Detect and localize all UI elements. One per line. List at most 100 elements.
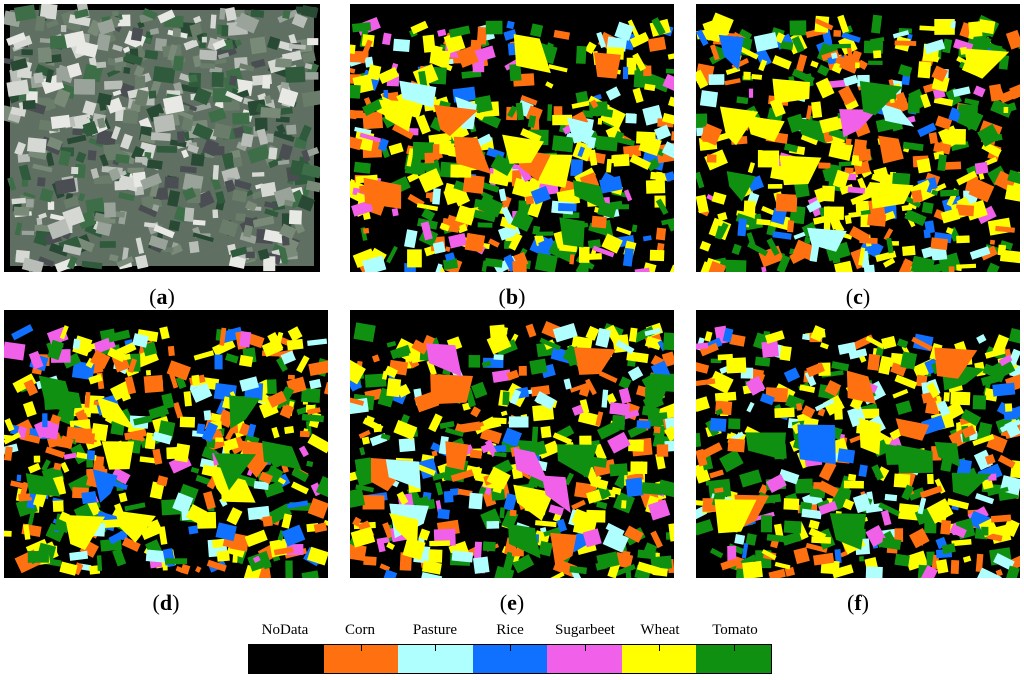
field-parcel [89,565,101,575]
field-parcel [814,18,834,31]
field-parcel [863,40,884,54]
field-parcel [734,534,746,545]
field-parcel [828,140,854,161]
satellite-field [211,72,224,88]
field-parcel [772,231,792,240]
field-parcel [432,144,440,160]
field-parcel [124,428,147,441]
satellite-field [153,114,176,133]
field-parcel [696,396,710,412]
field-parcel [585,325,600,341]
field-parcel [66,426,87,441]
field-parcel [445,427,464,437]
satellite-field [104,80,123,90]
field-parcel [215,522,237,542]
field-parcel [894,528,904,542]
field-parcel [940,161,962,171]
field-parcel [78,343,96,353]
field-parcel [350,358,366,385]
field-parcel [41,459,51,472]
satellite-field [60,25,67,33]
satellite-field [12,35,33,50]
field-parcel [534,252,558,272]
field-parcel [774,32,785,44]
field-parcel [350,526,376,548]
field-parcel [175,376,187,390]
field-parcel [107,329,131,343]
satellite-field [158,187,169,201]
field-parcel [593,104,607,117]
field-parcel [393,38,411,53]
field-parcel [926,382,940,399]
satellite-field [112,44,123,52]
field-parcel [919,485,943,499]
satellite-field [263,256,276,272]
field-parcel [758,59,768,72]
field-parcel [892,30,910,39]
field-parcel [592,245,615,258]
satellite-field [13,206,30,217]
field-parcel [27,550,49,563]
field-parcel [838,161,854,167]
satellite-field [179,73,193,83]
field-parcel [543,526,562,537]
field-parcel [59,561,78,576]
panel-e-classification-map [350,310,674,578]
field-parcel [644,335,663,351]
field-parcel [262,440,302,470]
satellite-field [148,90,157,99]
field-parcel [768,568,786,578]
field-parcel [699,240,712,252]
field-parcel [358,429,371,439]
field-parcel [626,57,637,75]
field-parcel [362,111,383,130]
field-parcel [540,426,552,439]
satellite-field [297,194,316,212]
field-parcel [313,522,328,533]
satellite-field [210,14,217,29]
field-parcel [622,66,629,80]
field-parcel [588,149,598,166]
field-parcel [775,193,798,213]
field-parcel [161,392,175,410]
field-parcel [350,44,356,55]
field-parcel [262,515,273,527]
field-parcel [968,32,975,40]
field-parcel [992,334,1010,355]
field-parcel [72,338,81,350]
field-parcel [761,266,767,272]
field-parcel [796,402,803,411]
field-parcel [886,237,894,254]
field-parcel [709,547,724,559]
field-parcel [410,20,429,35]
field-parcel [350,488,366,509]
field-parcel [595,327,612,348]
field-parcel [396,383,411,398]
field-parcel [301,387,321,403]
field-parcel [101,518,123,529]
field-parcel [912,260,928,272]
field-parcel [476,26,488,45]
field-parcel [396,491,409,506]
satellite-field [47,218,71,240]
field-parcel [1003,410,1019,421]
field-parcel [696,378,716,387]
field-parcel [352,248,377,269]
satellite-field [236,141,248,152]
field-parcel [428,413,443,433]
field-parcel [445,441,469,471]
field-parcel [353,161,371,174]
field-parcel [881,510,892,526]
field-parcel [946,498,970,510]
field-parcel [191,374,201,387]
field-parcel [506,20,515,30]
field-parcel [875,250,897,263]
field-parcel [859,81,903,116]
field-parcel [577,146,585,158]
field-parcel [557,444,598,478]
field-parcel [491,369,512,383]
field-parcel [901,74,911,86]
field-parcel [512,548,524,557]
field-parcel [582,528,602,548]
field-parcel [534,391,556,410]
